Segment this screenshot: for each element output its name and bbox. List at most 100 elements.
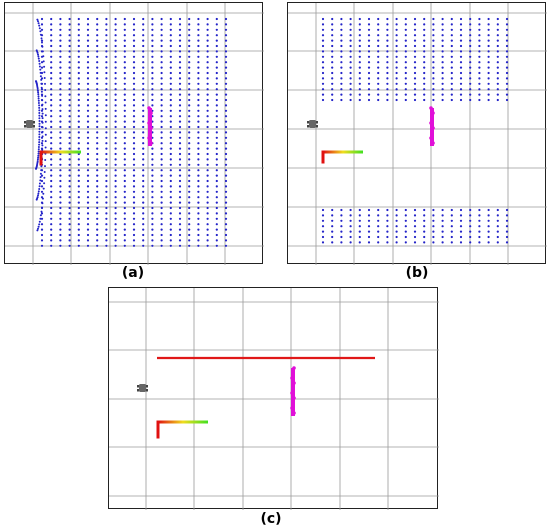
scan-point (114, 217, 117, 220)
scan-point (105, 39, 108, 42)
scan-point (77, 228, 80, 231)
scan-point (349, 66, 352, 69)
scan-point (105, 239, 108, 242)
scan-point (160, 174, 163, 177)
scan-point (188, 169, 191, 172)
scan-point (40, 239, 44, 242)
scan-point (40, 228, 44, 231)
scan-point (215, 212, 218, 215)
scan-point (160, 17, 163, 21)
scan-point (132, 190, 136, 193)
scan-point (123, 55, 126, 58)
scan-point (377, 55, 380, 58)
scan-point (340, 77, 343, 80)
scan-point (151, 223, 154, 226)
obstacle-marker (290, 376, 294, 380)
scan-point (105, 77, 108, 80)
scan-point (206, 88, 209, 91)
scan-point (44, 127, 47, 130)
scan-point (215, 217, 218, 220)
scan-point (340, 88, 343, 91)
scan-point (96, 147, 99, 150)
scan-point (142, 71, 145, 75)
scan-point (105, 44, 108, 48)
scan-point (169, 174, 172, 177)
scan-point (50, 169, 53, 172)
scan-point (197, 228, 200, 231)
scan-point (224, 163, 228, 166)
scan-point (169, 50, 172, 53)
scan-point (367, 93, 371, 96)
scan-point (123, 169, 126, 172)
scan-point (487, 34, 490, 37)
scan-point (441, 39, 444, 42)
scan-point (206, 158, 209, 161)
scan-point (367, 39, 371, 42)
scan-point (450, 93, 453, 96)
scan-point (505, 50, 509, 53)
scan-point (224, 233, 228, 237)
scan-point (432, 71, 435, 75)
scan-point (68, 158, 71, 161)
scan-point (404, 98, 407, 102)
scan-point (132, 120, 136, 123)
scan-point (40, 66, 44, 69)
scan-point (132, 206, 136, 210)
scan-point (50, 55, 53, 58)
scan-point (50, 239, 53, 242)
scan-point (224, 44, 228, 48)
scan-point (41, 135, 44, 138)
scan-point (459, 39, 463, 42)
scan-point (123, 50, 126, 53)
scan-point (123, 190, 126, 193)
scan-point (478, 241, 481, 244)
scan-point (423, 61, 426, 64)
scan-point (358, 55, 361, 58)
scan-point (496, 230, 499, 233)
scan-point (188, 185, 191, 188)
scan-point (331, 82, 334, 85)
scan-point (59, 244, 62, 247)
scan-point (59, 71, 62, 75)
scan-point (178, 152, 182, 156)
scan-point (160, 28, 163, 31)
scan-point (160, 23, 163, 26)
scan-point (478, 77, 481, 80)
scan-point (169, 179, 172, 183)
scan-point (105, 158, 108, 161)
scan-point (132, 23, 136, 26)
scan-point (132, 228, 136, 231)
scan-point (123, 206, 126, 210)
scan-point (151, 39, 154, 42)
scan-point (86, 147, 90, 150)
scan-point (377, 50, 380, 53)
scan-point (367, 55, 371, 58)
scan-point (423, 241, 426, 244)
scan-point (42, 55, 45, 58)
scan-point (432, 66, 435, 69)
scan-point (96, 120, 99, 123)
obstacle-marker (290, 406, 294, 410)
scan-point (77, 158, 80, 161)
scan-point (358, 66, 361, 69)
robot-icon (33, 125, 35, 128)
scan-point (224, 109, 228, 112)
scan-point (151, 104, 154, 107)
scan-point (151, 71, 154, 75)
scan-point (441, 71, 444, 75)
scan-point (114, 28, 117, 31)
scan-point (169, 158, 172, 161)
scan-point (404, 39, 407, 42)
scan-point (151, 17, 154, 21)
scan-point (386, 225, 389, 228)
scan-point (331, 28, 334, 31)
scan-point (38, 60, 41, 62)
scan-point (178, 44, 182, 48)
scan-point (42, 60, 45, 63)
scan-point (36, 229, 39, 232)
scan-point (86, 28, 90, 31)
scan-point (105, 244, 108, 247)
pose-axis-icon (321, 150, 325, 164)
scan-point (441, 28, 444, 31)
scan-point (423, 214, 426, 217)
